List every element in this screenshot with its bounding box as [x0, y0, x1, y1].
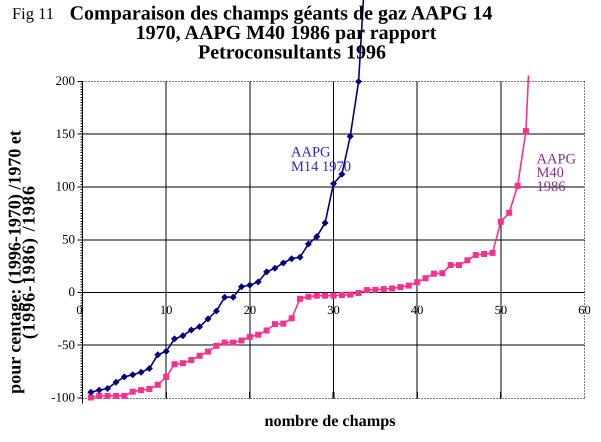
svg-text:AAPG: AAPG	[537, 152, 577, 168]
svg-text:-50: -50	[58, 337, 75, 352]
svg-text:20: 20	[244, 303, 257, 317]
svg-text:pour centage: (1996-1970) /197: pour centage: (1996-1970) /1970 et	[5, 130, 25, 394]
svg-text:200: 200	[56, 73, 76, 88]
svg-text:10: 10	[160, 303, 173, 317]
svg-text:Fig 11: Fig 11	[12, 4, 54, 23]
svg-text:60: 60	[578, 303, 591, 317]
svg-text:50: 50	[62, 231, 75, 246]
svg-text:1970, AAPG M40 1986 par rappor: 1970, AAPG M40 1986 par rapport	[136, 22, 437, 44]
svg-text:0: 0	[69, 284, 76, 299]
svg-text:Petroconsultants 1996: Petroconsultants 1996	[198, 42, 386, 64]
svg-text:AAPG: AAPG	[291, 144, 331, 160]
svg-text:40: 40	[411, 303, 424, 317]
svg-text:M40: M40	[537, 165, 564, 181]
svg-text:Comparaison des champs géants: Comparaison des champs géants de gaz AAP…	[70, 3, 493, 25]
svg-text:30: 30	[327, 303, 340, 317]
svg-text:50: 50	[495, 303, 508, 317]
svg-text:M14 1970: M14 1970	[291, 159, 351, 175]
svg-text:(1996-1986) /1986: (1996-1986) /1986	[19, 185, 39, 339]
svg-text:150: 150	[56, 126, 76, 141]
svg-text:nombre de champs: nombre de champs	[264, 412, 395, 430]
svg-text:100: 100	[56, 179, 76, 194]
svg-text:1986: 1986	[537, 179, 566, 195]
svg-text:0: 0	[76, 303, 82, 317]
svg-text:-100: -100	[51, 390, 75, 405]
